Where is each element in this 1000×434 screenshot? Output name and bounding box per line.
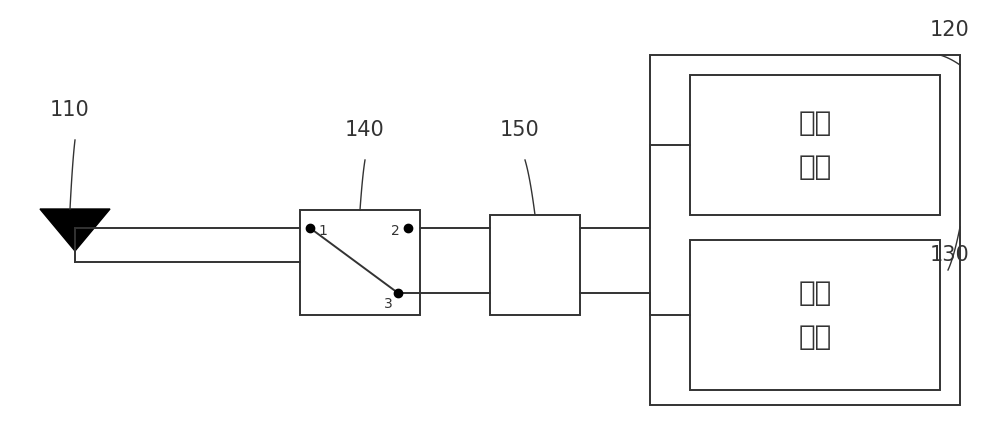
Polygon shape — [300, 210, 420, 315]
Text: 120: 120 — [930, 20, 970, 40]
Text: 第一: 第一 — [798, 109, 832, 137]
Text: 130: 130 — [930, 245, 970, 265]
Polygon shape — [40, 209, 110, 251]
Polygon shape — [490, 215, 580, 315]
Polygon shape — [650, 55, 960, 405]
Text: 140: 140 — [345, 120, 385, 140]
Text: 1: 1 — [318, 224, 327, 238]
Text: 第二: 第二 — [798, 279, 832, 307]
Text: 芯片: 芯片 — [798, 323, 832, 351]
Text: 3: 3 — [384, 297, 393, 311]
Text: 150: 150 — [500, 120, 540, 140]
Text: 2: 2 — [391, 224, 400, 238]
Polygon shape — [690, 240, 940, 390]
Text: 110: 110 — [50, 100, 90, 120]
Text: 芯片: 芯片 — [798, 153, 832, 181]
Polygon shape — [690, 75, 940, 215]
